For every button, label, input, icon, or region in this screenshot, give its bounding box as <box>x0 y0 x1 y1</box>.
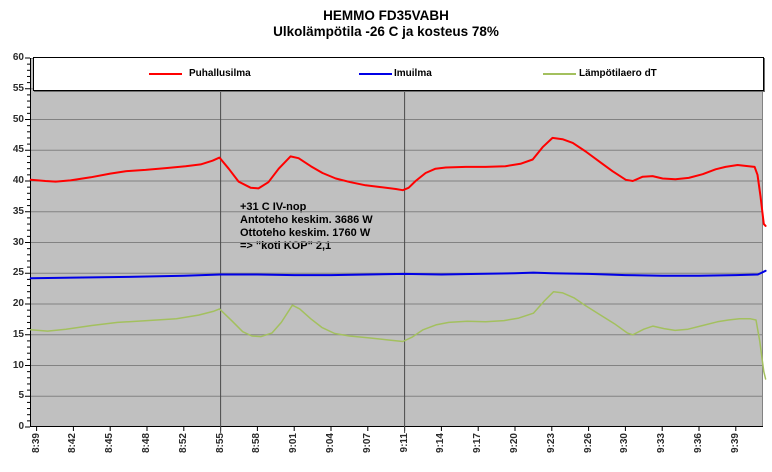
y-axis-tick-label: 0 <box>18 421 24 432</box>
x-axis-tick-label: 8:45 <box>104 433 116 454</box>
x-axis-tick-label: 9:26 <box>582 433 594 454</box>
x-axis-tick-label: 9:36 <box>693 433 704 454</box>
x-axis-tick-label: 9:33 <box>656 433 668 454</box>
y-axis-tick-label: 45 <box>12 144 24 156</box>
y-axis-tick-label: 10 <box>12 359 24 371</box>
legend-label: Imuilma <box>394 68 432 79</box>
x-axis-tick-label: 8:48 <box>141 433 152 454</box>
y-axis-tick-label: 15 <box>12 328 24 340</box>
x-axis-tick-label: 8:39 <box>30 433 42 454</box>
x-axis-tick-label: 9:14 <box>435 433 447 454</box>
legend-line-sample <box>149 73 182 75</box>
x-axis-tick-label: 9:30 <box>619 433 631 454</box>
chart-subtitle: Ulkolämpötila -26 C ja kosteus 78% <box>273 24 499 39</box>
x-axis-tick-label: 9:17 <box>472 433 484 454</box>
x-axis-tick-label: 8:58 <box>251 433 263 454</box>
y-axis-tick-label: 5 <box>18 390 24 402</box>
y-axis-tick-label: 20 <box>12 298 24 309</box>
legend-label: Lämpötilaero dT <box>579 68 657 79</box>
series-line-puhallusilma <box>29 136 767 227</box>
y-axis-tick-label: 30 <box>12 236 24 248</box>
annotation-line: Antoteho keskim. 3686 W <box>240 214 373 226</box>
y-axis-tick-label: 40 <box>12 175 24 186</box>
legend: Puhallusilma Imuilma Lämpötilaero dT <box>33 57 764 91</box>
x-axis-tick-label: 9:07 <box>361 433 373 454</box>
chart-title-block: HEMMO FD35VABH Ulkolämpötila -26 C ja ko… <box>0 8 772 40</box>
x-axis-tick-label: 9:01 <box>288 433 300 454</box>
x-axis-tick-label: 8:42 <box>67 433 79 454</box>
series-line-l-mp-tilaero-dt <box>29 290 767 380</box>
y-axis-tick-label: 55 <box>12 82 24 94</box>
x-axis-tick-label: 9:23 <box>545 433 557 454</box>
annotation-line: => "koti KOP" 2,1 <box>240 240 331 252</box>
y-axis-tick-label: 25 <box>12 267 24 279</box>
x-axis-tick-label: 9:39 <box>729 433 741 454</box>
annotation-line: +31 C IV-nop <box>240 201 307 213</box>
x-axis-tick-label: 8:52 <box>177 433 189 454</box>
x-axis-tick-label: 9:04 <box>325 433 336 454</box>
legend-label: Puhallusilma <box>189 68 251 79</box>
x-axis-tick-label: 9:20 <box>509 433 520 454</box>
series-line-imuilma <box>29 269 767 280</box>
x-axis-tick-label: 9:11 <box>398 433 410 453</box>
chart-title: HEMMO FD35VABH <box>323 8 449 23</box>
y-axis-tick-label: 60 <box>12 52 24 63</box>
legend-line-sample <box>359 73 392 75</box>
y-axis-tick-label: 50 <box>12 113 24 125</box>
x-axis-tick-label: 8:55 <box>214 433 226 454</box>
legend-line-sample <box>543 73 576 75</box>
annotation-line: Ottoteho keskim. 1760 W <box>240 227 371 239</box>
y-axis-tick-label: 35 <box>12 205 24 217</box>
